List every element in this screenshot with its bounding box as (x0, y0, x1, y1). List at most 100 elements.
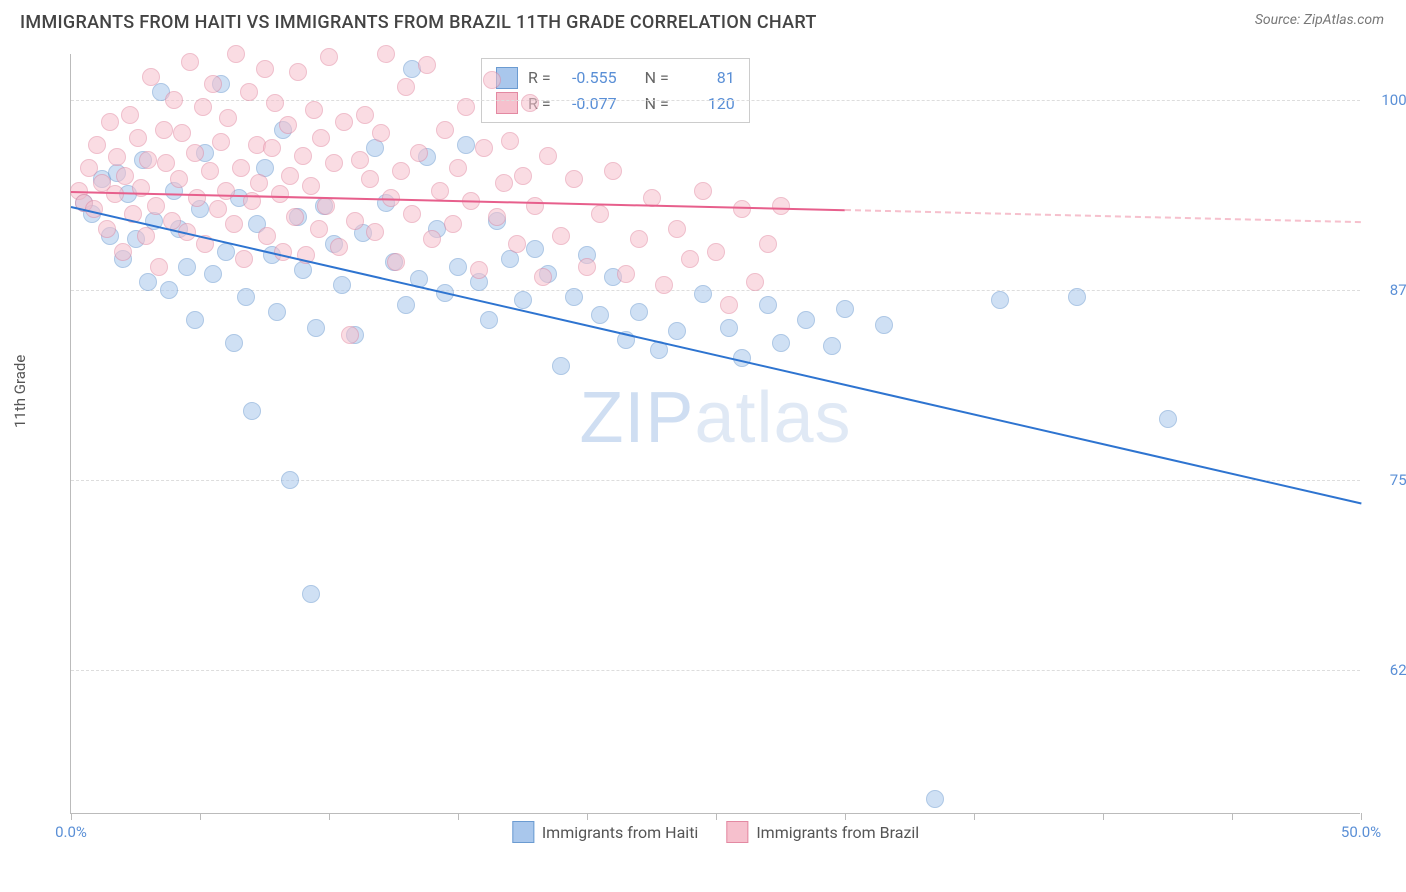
scatter-point (707, 243, 725, 261)
scatter-point (302, 177, 320, 195)
plot-area: ZIPatlas R = -0.555 N = 81 R = -0.077 N … (70, 54, 1360, 814)
scatter-point (317, 197, 335, 215)
scatter-point (759, 235, 777, 253)
x-tick (716, 813, 717, 820)
scatter-point (116, 167, 134, 185)
n-value-2: 120 (679, 91, 735, 117)
scatter-point (114, 243, 132, 261)
scatter-point (101, 113, 119, 131)
scatter-point (258, 227, 276, 245)
scatter-point (256, 60, 274, 78)
scatter-point (333, 276, 351, 294)
scatter-point (88, 136, 106, 154)
scatter-point (173, 124, 191, 142)
x-tick (458, 813, 459, 820)
y-tick-label: 100.0% (1381, 91, 1406, 109)
x-tick (1232, 813, 1233, 820)
scatter-point (150, 258, 168, 276)
legend-label-1: Immigrants from Haiti (542, 823, 698, 842)
scatter-point (457, 98, 475, 116)
swatch-series2 (496, 92, 518, 114)
scatter-point (991, 291, 1009, 309)
scatter-point (521, 94, 539, 112)
scatter-point (225, 215, 243, 233)
scatter-point (351, 151, 369, 169)
legend-swatch-2 (726, 821, 748, 843)
chart-container: 11th Grade ZIPatlas R = -0.555 N = 81 R … (50, 54, 1390, 844)
x-tick-label: 50.0% (1341, 823, 1381, 841)
scatter-point (475, 139, 493, 157)
gridline-h (71, 100, 1360, 101)
scatter-point (186, 311, 204, 329)
scatter-point (387, 253, 405, 271)
scatter-point (346, 212, 364, 230)
x-tick (71, 813, 72, 820)
x-tick (974, 813, 975, 820)
y-tick-label: 75.0% (1390, 471, 1406, 489)
r-value-1: -0.555 (561, 65, 617, 91)
scatter-point (655, 276, 673, 294)
scatter-point (186, 144, 204, 162)
n-value-1: 81 (679, 65, 735, 91)
scatter-point (694, 285, 712, 303)
scatter-point (289, 63, 307, 81)
y-axis-title: 11th Grade (11, 355, 29, 428)
scatter-point (232, 159, 250, 177)
gridline-h (71, 290, 1360, 291)
y-tick-label: 87.5% (1390, 281, 1406, 299)
y-tick-label: 62.5% (1390, 661, 1406, 679)
scatter-point (305, 101, 323, 119)
chart-header: IMMIGRANTS FROM HAITI VS IMMIGRANTS FROM… (0, 0, 1406, 41)
scatter-point (281, 167, 299, 185)
legend-item-series2: Immigrants from Brazil (726, 821, 919, 843)
scatter-point (797, 311, 815, 329)
scatter-point (209, 200, 227, 218)
scatter-point (310, 220, 328, 238)
gridline-h (71, 480, 1360, 481)
scatter-point (307, 319, 325, 337)
scatter-point (526, 240, 544, 258)
scatter-point (235, 250, 253, 268)
trend-line-dashed (845, 209, 1361, 223)
n-label-2: N = (645, 91, 669, 117)
scatter-point (356, 106, 374, 124)
scatter-point (212, 133, 230, 151)
scatter-point (372, 124, 390, 142)
scatter-point (668, 220, 686, 238)
scatter-point (823, 337, 841, 355)
scatter-point (514, 167, 532, 185)
source-attribution: Source: ZipAtlas.com (1255, 12, 1384, 28)
scatter-point (170, 170, 188, 188)
scatter-point (480, 311, 498, 329)
scatter-point (361, 170, 379, 188)
scatter-point (377, 45, 395, 63)
scatter-point (139, 273, 157, 291)
scatter-point (444, 215, 462, 233)
gridline-h (71, 670, 1360, 671)
r-value-2: -0.077 (561, 91, 617, 117)
scatter-point (403, 205, 421, 223)
scatter-point (457, 136, 475, 154)
scatter-point (263, 139, 281, 157)
scatter-point (488, 208, 506, 226)
scatter-point (286, 208, 304, 226)
scatter-point (188, 189, 206, 207)
scatter-point (325, 154, 343, 172)
scatter-point (194, 98, 212, 116)
x-tick (1361, 813, 1362, 820)
scatter-point (720, 296, 738, 314)
scatter-point (630, 230, 648, 248)
scatter-point (514, 291, 532, 309)
scatter-point (341, 326, 359, 344)
chart-title: IMMIGRANTS FROM HAITI VS IMMIGRANTS FROM… (20, 12, 817, 33)
x-tick (200, 813, 201, 820)
scatter-point (243, 402, 261, 420)
legend-item-series1: Immigrants from Haiti (512, 821, 698, 843)
scatter-point (591, 205, 609, 223)
scatter-point (668, 322, 686, 340)
x-tick (1103, 813, 1104, 820)
scatter-point (397, 296, 415, 314)
scatter-point (526, 197, 544, 215)
scatter-point (204, 75, 222, 93)
scatter-point (534, 268, 552, 286)
